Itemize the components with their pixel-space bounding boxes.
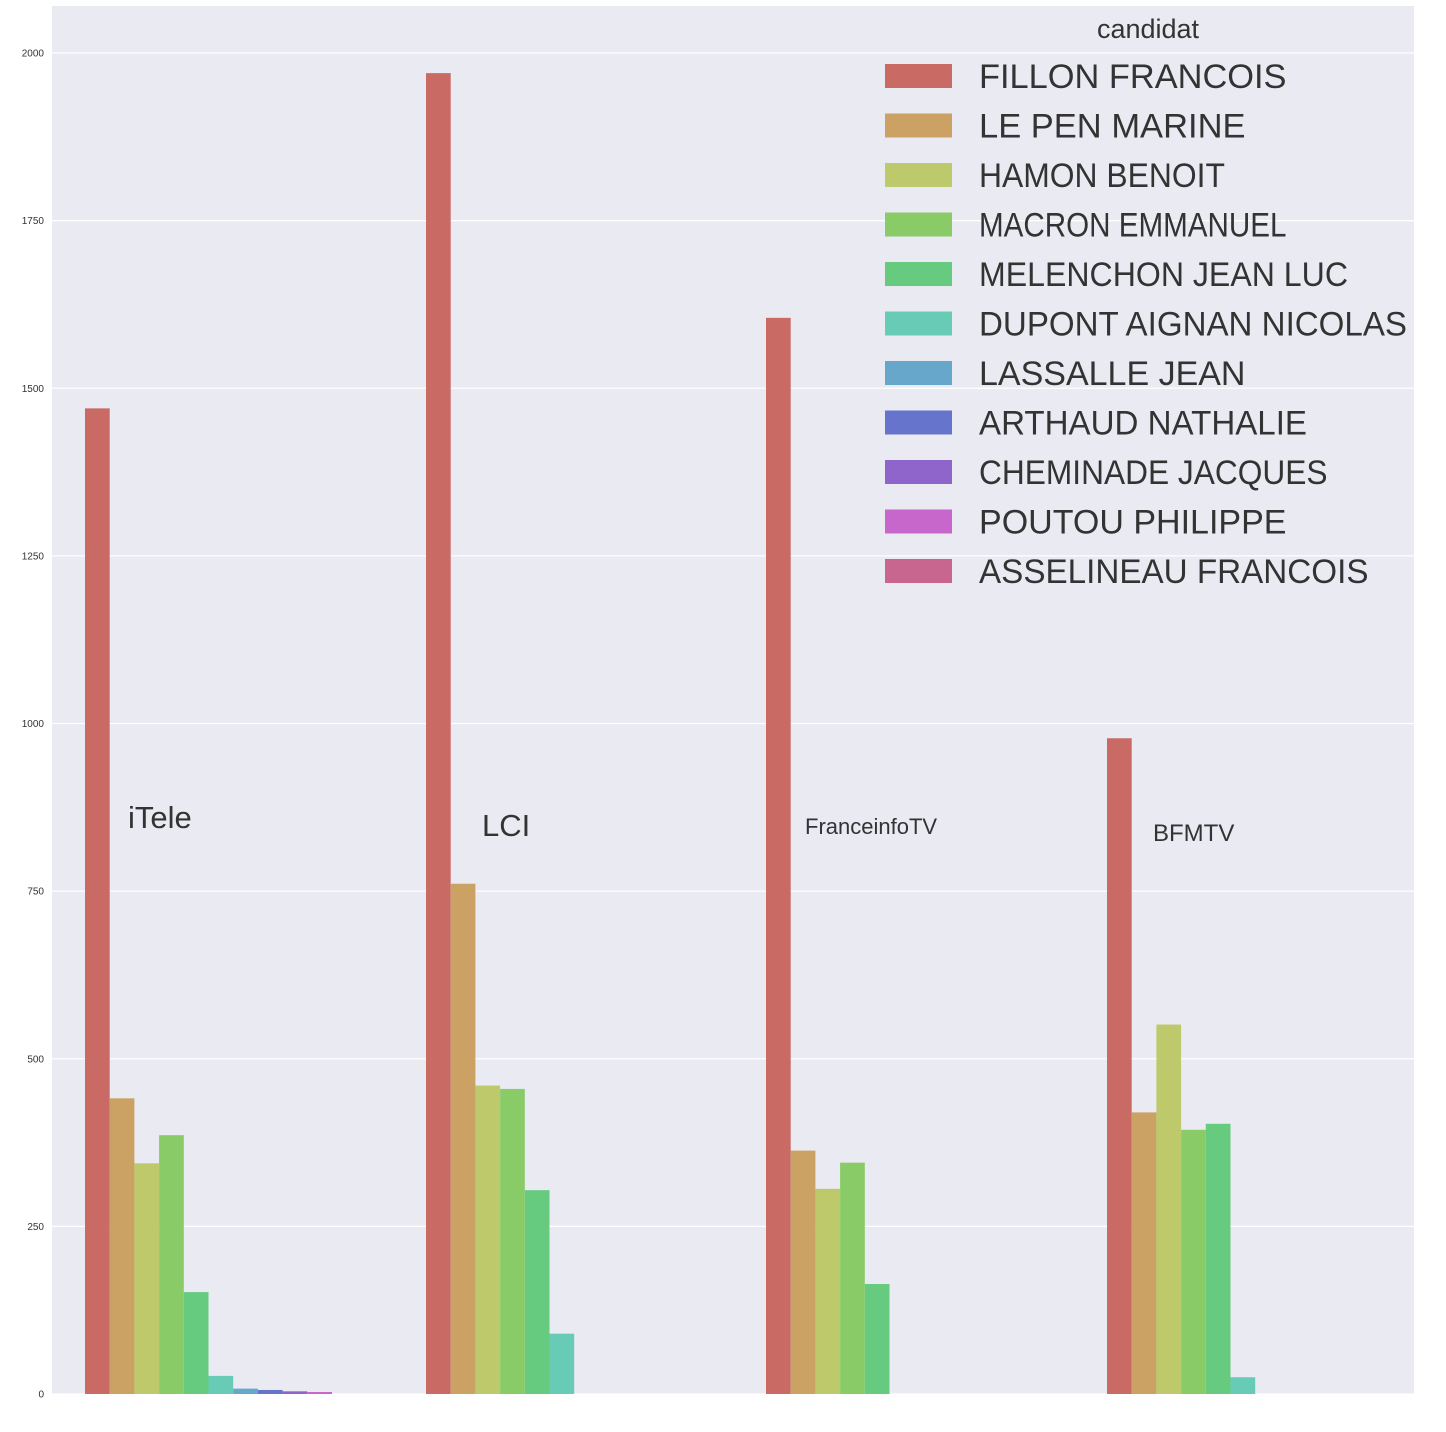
legend-label: POUTOU PHILIPPE: [979, 504, 1287, 542]
legend-label: HAMON BENOIT: [979, 157, 1225, 195]
y-tick-label: 1000: [22, 719, 45, 730]
bar: [475, 1085, 501, 1394]
legend-swatch: [885, 410, 952, 435]
bar: [864, 1284, 890, 1394]
legend-label: CHEMINADE JACQUES: [979, 454, 1328, 492]
bar: [307, 1391, 332, 1394]
bar: [233, 1388, 258, 1394]
y-tick-label: 1250: [22, 551, 45, 562]
bar: [159, 1135, 184, 1394]
legend-swatch: [885, 460, 952, 484]
legend-swatch: [885, 509, 952, 534]
bar: [500, 1088, 525, 1394]
group-label: BFMTV: [1153, 820, 1234, 847]
bar: [134, 1163, 160, 1394]
y-axis: 0 250 500 750 1000 1250 1500 1750 2000: [22, 49, 45, 1401]
legend-label: MELENCHON JEAN LUC: [979, 256, 1348, 294]
bars: [85, 73, 1256, 1395]
bar: [282, 1391, 308, 1394]
bar: [766, 317, 791, 1394]
y-tick-label: 1750: [22, 216, 45, 227]
bar: [1156, 1024, 1182, 1394]
bar: [208, 1375, 234, 1394]
bar: [257, 1389, 283, 1394]
legend: candidat FILLON FRANCOIS LE PEN MARINE HAMO…: [885, 14, 1407, 591]
bar: [1107, 738, 1132, 1394]
legend-label: ASSELINEAU FRANCOIS: [979, 553, 1369, 591]
legend-swatch: [885, 559, 952, 583]
bar: [524, 1190, 550, 1394]
legend-label: LASSALLE JEAN: [979, 355, 1246, 393]
bar: [790, 1150, 816, 1394]
y-tick-label: 750: [27, 887, 44, 898]
bar: [840, 1162, 865, 1394]
bar: [1205, 1123, 1231, 1394]
legend-title: candidat: [1097, 14, 1200, 44]
legend-label: LE PEN MARINE: [979, 108, 1246, 146]
legend-label: DUPONT AIGNAN NICOLAS: [979, 306, 1407, 344]
group-label: FranceinfoTV: [805, 814, 937, 839]
bar: [109, 1098, 135, 1394]
legend-swatch: [885, 113, 952, 138]
bar: [183, 1292, 209, 1394]
y-tick-label: 250: [27, 1222, 44, 1233]
legend-label: MACRON EMMANUEL: [979, 207, 1287, 245]
y-tick-label: 2000: [22, 49, 45, 60]
bar: [1181, 1129, 1206, 1394]
bar: [450, 883, 476, 1394]
bar: [815, 1188, 841, 1394]
legend-swatch: [885, 212, 952, 237]
legend-swatch: [885, 262, 952, 286]
bar: [1230, 1377, 1256, 1394]
legend-swatch: [885, 163, 952, 187]
bar: [1131, 1112, 1157, 1394]
legend-swatch: [885, 64, 952, 88]
bar: [426, 73, 451, 1395]
legend-swatch: [885, 311, 952, 336]
legend-swatch: [885, 361, 952, 385]
legend-label: ARTHAUD NATHALIE: [979, 405, 1307, 443]
group-label: iTele: [128, 800, 192, 835]
y-tick-label: 500: [27, 1054, 44, 1065]
group-label: LCI: [482, 808, 530, 843]
bar: [85, 408, 110, 1394]
group-labels: iTele LCI FranceinfoTV BFMTV: [128, 800, 1234, 847]
bar: [549, 1333, 575, 1394]
legend-label: FILLON FRANCOIS: [979, 58, 1287, 96]
y-tick-label: 0: [38, 1390, 44, 1401]
y-tick-label: 1500: [22, 384, 45, 395]
